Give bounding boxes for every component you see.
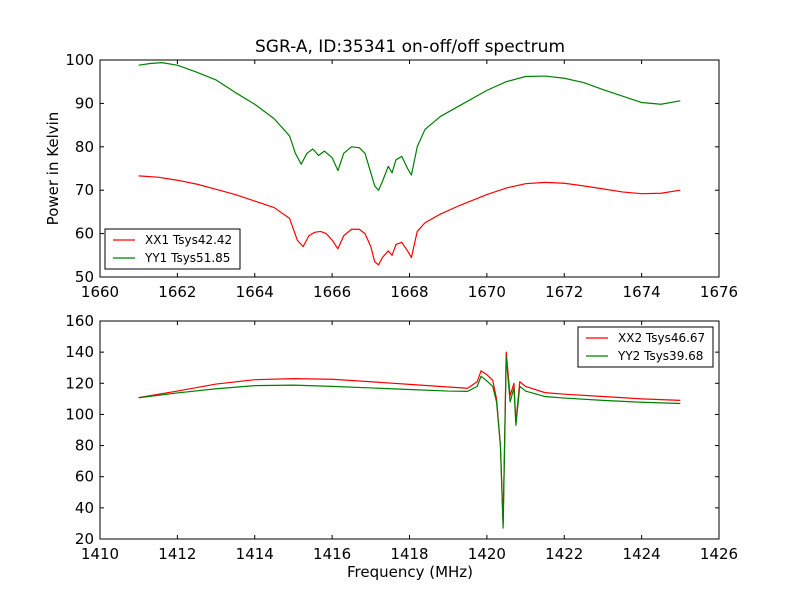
- x-tick-label: 1420: [468, 545, 506, 563]
- bottom-x-axis-label: Frequency (MHz): [347, 563, 473, 581]
- legend-label: XX1 Tsys42.42: [145, 233, 232, 247]
- y-tick-label: 20: [75, 530, 94, 548]
- series-line-2-2: [138, 356, 681, 529]
- top-y-axis-label: Power in Kelvin: [44, 112, 62, 226]
- y-tick-label: 60: [75, 468, 94, 486]
- x-tick-label: 1660: [81, 283, 119, 301]
- x-tick-label: 1664: [236, 283, 274, 301]
- y-tick-label: 50: [75, 268, 94, 286]
- x-tick-label: 1424: [623, 545, 661, 563]
- x-tick-label: 1418: [390, 545, 428, 563]
- legend: XX1 Tsys42.42 YY1 Tsys51.85: [104, 228, 241, 270]
- x-tick-label: 1416: [313, 545, 351, 563]
- x-tick-label: 1414: [236, 545, 274, 563]
- chart-title: SGR-A, ID:35341 on-off/off spectrum: [255, 37, 565, 57]
- legend-box: [577, 326, 714, 368]
- panel-1: 1660 1662 1664 1666 1668 1670 1672 1674 1676 50 60…: [65, 51, 738, 301]
- legend-label: XX2 Tsys46.67: [618, 331, 705, 345]
- legend-box: [104, 228, 241, 270]
- x-tick-label: 1668: [390, 283, 428, 301]
- panel-2: 1410 1412 1414 1416 1418 1420 1422 1424 1426 20 40…: [65, 312, 738, 563]
- x-tick-label: 1672: [545, 283, 583, 301]
- x-tick-label: 1422: [545, 545, 583, 563]
- series-line-1-2: [138, 62, 681, 191]
- x-tick-label: 1674: [623, 283, 661, 301]
- y-tick-label: 70: [75, 181, 94, 199]
- x-tick-label: 1662: [158, 283, 196, 301]
- series-line-2-1: [138, 351, 681, 525]
- y-tick-label: 120: [65, 374, 94, 392]
- y-tick-label: 40: [75, 499, 94, 517]
- y-tick-label: 100: [65, 51, 94, 69]
- x-tick-label: 1412: [158, 545, 196, 563]
- y-tick-label: 100: [65, 405, 94, 423]
- y-tick-label: 80: [75, 437, 94, 455]
- legend: XX2 Tsys46.67 YY2 Tsys39.68: [577, 326, 714, 368]
- legend-label: YY2 Tsys39.68: [617, 349, 703, 363]
- x-tick-label: 1666: [313, 283, 351, 301]
- x-tick-label: 1410: [81, 545, 119, 563]
- y-tick-label: 160: [65, 312, 94, 330]
- series-line-1-1: [138, 175, 681, 266]
- legend-label: YY1 Tsys51.85: [144, 251, 230, 265]
- x-tick-label: 1670: [468, 283, 506, 301]
- x-tick-label: 1676: [700, 283, 738, 301]
- y-tick-label: 80: [75, 138, 94, 156]
- y-tick-label: 60: [75, 225, 94, 243]
- y-tick-label: 140: [65, 343, 94, 361]
- y-tick-label: 90: [75, 94, 94, 112]
- x-tick-label: 1426: [700, 545, 738, 563]
